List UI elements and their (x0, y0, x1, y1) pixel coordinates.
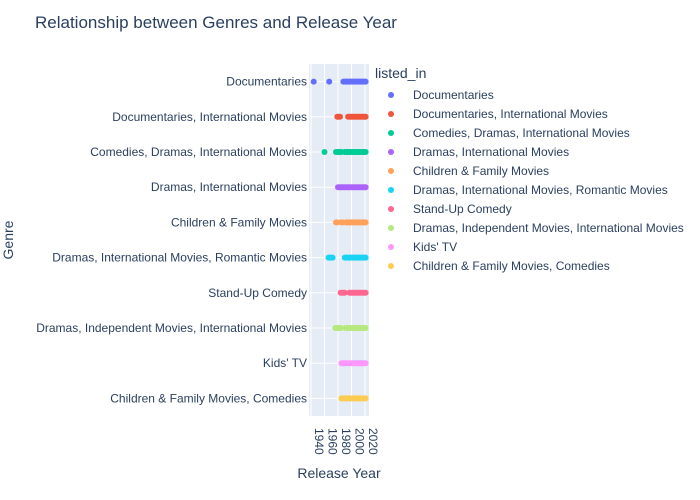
legend-label: Dramas, Independent Movies, Internationa… (413, 220, 684, 235)
legend-label: Documentaries, International Movies (413, 106, 608, 121)
x-tick-label: 2000 (352, 428, 366, 455)
legend-label: Dramas, International Movies, Romantic M… (413, 182, 668, 197)
legend-item[interactable]: Documentaries, International Movies (375, 104, 684, 123)
legend-item[interactable]: Children & Family Movies (375, 161, 684, 180)
y-tick-label: Comedies, Dramas, International Movies (90, 145, 307, 159)
data-point[interactable] (362, 395, 369, 402)
legend-label: Documentaries (413, 87, 494, 102)
legend-marker-icon (388, 262, 394, 269)
legend-marker-icon (388, 243, 394, 250)
data-point[interactable] (341, 289, 348, 296)
x-axis-title: Release Year (297, 465, 381, 481)
x-tick-labels: 1940 1960 1980 2000 2020 (312, 428, 380, 455)
legend-label: Dramas, International Movies (413, 144, 570, 159)
legend-marker-icon (388, 167, 394, 174)
data-point[interactable] (321, 149, 328, 155)
y-tick-label: Children & Family Movies (171, 215, 307, 229)
data-point[interactable] (362, 325, 369, 331)
x-tick-label: 1940 (312, 428, 326, 455)
y-tick-label: Dramas, Independent Movies, Internationa… (36, 321, 307, 335)
data-point[interactable] (362, 360, 369, 367)
y-tick-label: Kids' TV (263, 356, 307, 370)
x-gridlines (310, 64, 366, 416)
legend-item[interactable]: Stand-Up Comedy (375, 199, 684, 218)
y-tick-label: Dramas, International Movies, Romantic M… (52, 251, 307, 265)
legend-item[interactable]: Kids' TV (375, 237, 684, 256)
legend-label: Kids' TV (413, 239, 458, 254)
legend-item[interactable]: Children & Family Movies, Comedies (375, 256, 684, 275)
legend-label: Children & Family Movies (413, 163, 550, 178)
data-point[interactable] (310, 78, 317, 85)
data-points (310, 78, 369, 402)
data-point[interactable] (362, 254, 369, 261)
legend-item[interactable]: Dramas, International Movies, Romantic M… (375, 180, 684, 199)
data-point[interactable] (362, 149, 369, 155)
legend-title: listed_in (375, 65, 427, 81)
y-tick-labels: Documentaries Documentaries, Internationa… (36, 75, 307, 406)
x-tick-label: 2020 (366, 428, 380, 455)
y-tick-label: Dramas, International Movies (151, 180, 307, 194)
x-tick-label: 1980 (339, 428, 353, 455)
data-point[interactable] (329, 254, 336, 261)
y-tick-label: Documentaries, International Movies (112, 110, 307, 124)
legend-label: Comedies, Dramas, International Movies (413, 125, 630, 140)
data-point[interactable] (362, 219, 369, 226)
legend-item[interactable]: Dramas, Independent Movies, Internationa… (375, 218, 684, 237)
data-point[interactable] (337, 325, 344, 331)
legend-marker-icon (388, 148, 394, 155)
plot-background (309, 64, 369, 416)
legend-item[interactable]: Comedies, Dramas, International Movies (375, 123, 684, 142)
y-axis-title: Genre (0, 220, 16, 259)
legend-item[interactable]: Dramas, International Movies (375, 142, 684, 161)
y-tick-label: Documentaries (226, 75, 307, 89)
y-tick-label: Children & Family Movies, Comedies (110, 391, 307, 405)
data-point[interactable] (362, 113, 369, 120)
legend-items: Documentaries Documentaries, Internationa… (375, 85, 684, 275)
legend-marker-icon (388, 110, 394, 117)
legend-label: Stand-Up Comedy (413, 201, 512, 216)
y-tick-label: Stand-Up Comedy (208, 286, 307, 300)
legend-marker-icon (388, 129, 394, 136)
data-point[interactable] (362, 184, 369, 191)
legend-item[interactable]: Documentaries (375, 85, 684, 104)
data-point[interactable] (326, 78, 333, 85)
legend[interactable]: listed_in Documentaries Documentaries, In… (375, 65, 684, 275)
chart-title: Relationship between Genres and Release … (35, 13, 397, 32)
legend-label: Children & Family Movies, Comedies (413, 258, 610, 273)
legend-marker-icon (388, 91, 394, 98)
data-point[interactable] (362, 289, 369, 296)
legend-marker-icon (388, 205, 394, 212)
legend-marker-icon (388, 224, 394, 231)
data-point[interactable] (337, 113, 344, 120)
x-tick-label: 1960 (326, 428, 340, 455)
legend-marker-icon (388, 186, 394, 193)
data-point[interactable] (362, 78, 369, 85)
